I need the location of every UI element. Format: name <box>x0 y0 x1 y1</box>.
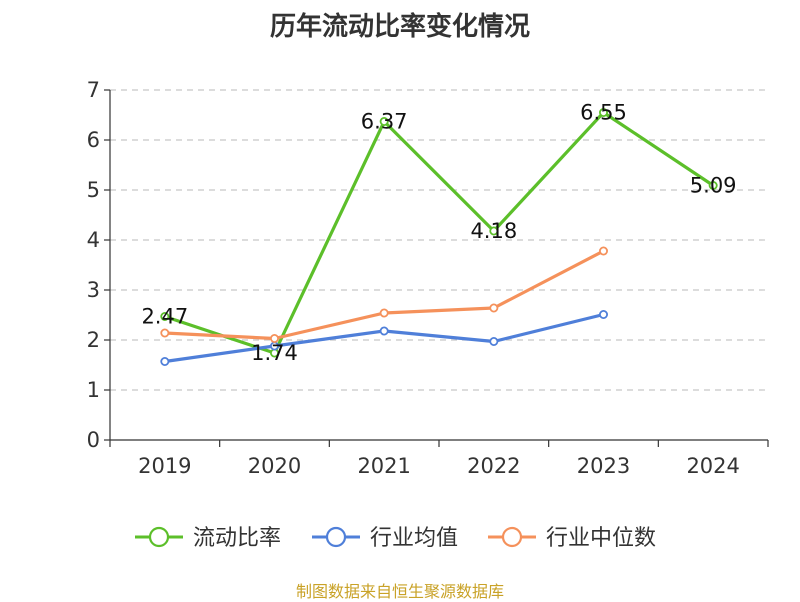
y-tick-label: 7 <box>87 78 100 102</box>
source-note: 制图数据来自恒生聚源数据库 <box>295 582 504 601</box>
data-point <box>708 180 718 190</box>
data-point <box>160 311 170 321</box>
data-point <box>599 309 609 319</box>
data-label: 6.55 <box>580 101 627 125</box>
data-point <box>160 328 170 338</box>
x-tick-label: 2019 <box>138 454 191 478</box>
data-point <box>599 246 609 256</box>
legend[interactable]: 流动比率 行业均值 行业中位数 <box>135 526 656 551</box>
legend-circle-icon <box>148 526 170 548</box>
data-point <box>269 333 279 343</box>
x-tick-label: 2024 <box>686 454 739 478</box>
y-tick-label: 6 <box>87 128 100 152</box>
data-point <box>599 108 609 118</box>
x-tick-label: 2023 <box>577 454 630 478</box>
legend-circle-icon <box>325 526 347 548</box>
y-tick-label: 0 <box>87 428 100 452</box>
data-point <box>379 117 389 127</box>
data-point <box>489 226 499 236</box>
legend-circle-icon <box>501 526 523 548</box>
y-tick-label: 2 <box>87 328 100 352</box>
data-point <box>160 356 170 366</box>
data-label: 5.09 <box>690 174 737 198</box>
legend-item[interactable]: 行业均值 <box>312 526 458 551</box>
label-layer: 2.47 1.74 6.37 4.18 6.55 5.09 <box>141 101 736 366</box>
data-label: 2.47 <box>141 305 188 329</box>
legend-label: 流动比率 <box>193 526 281 551</box>
data-point <box>379 308 389 318</box>
grid-layer <box>110 89 768 391</box>
data-point <box>379 326 389 336</box>
series-line-2 <box>164 249 605 341</box>
legend-item[interactable]: 行业中位数 <box>488 526 656 551</box>
chart-title: 历年流动比率变化情况 <box>269 12 530 42</box>
series-line-0 <box>164 110 715 355</box>
y-tick-label: 3 <box>87 278 100 302</box>
y-tick-label: 4 <box>87 228 100 252</box>
data-label: 6.37 <box>361 110 408 134</box>
legend-label: 行业均值 <box>370 526 458 551</box>
x-tick-label: 2020 <box>248 454 301 478</box>
y-tick-label: 1 <box>87 378 100 402</box>
data-label: 4.18 <box>470 219 517 243</box>
axis-layer: 0 1 2 3 4 5 6 7 2019 2020 2021 2022 2023 2024 <box>87 78 769 478</box>
data-point <box>489 336 499 346</box>
x-tick-label: 2021 <box>357 454 410 478</box>
data-label: 1.74 <box>251 341 298 365</box>
data-point <box>489 303 499 313</box>
legend-label: 行业中位数 <box>546 526 656 551</box>
legend-item[interactable]: 流动比率 <box>135 526 281 551</box>
y-tick-label: 5 <box>87 178 100 202</box>
series-layer <box>160 108 718 366</box>
x-tick-label: 2022 <box>467 454 520 478</box>
